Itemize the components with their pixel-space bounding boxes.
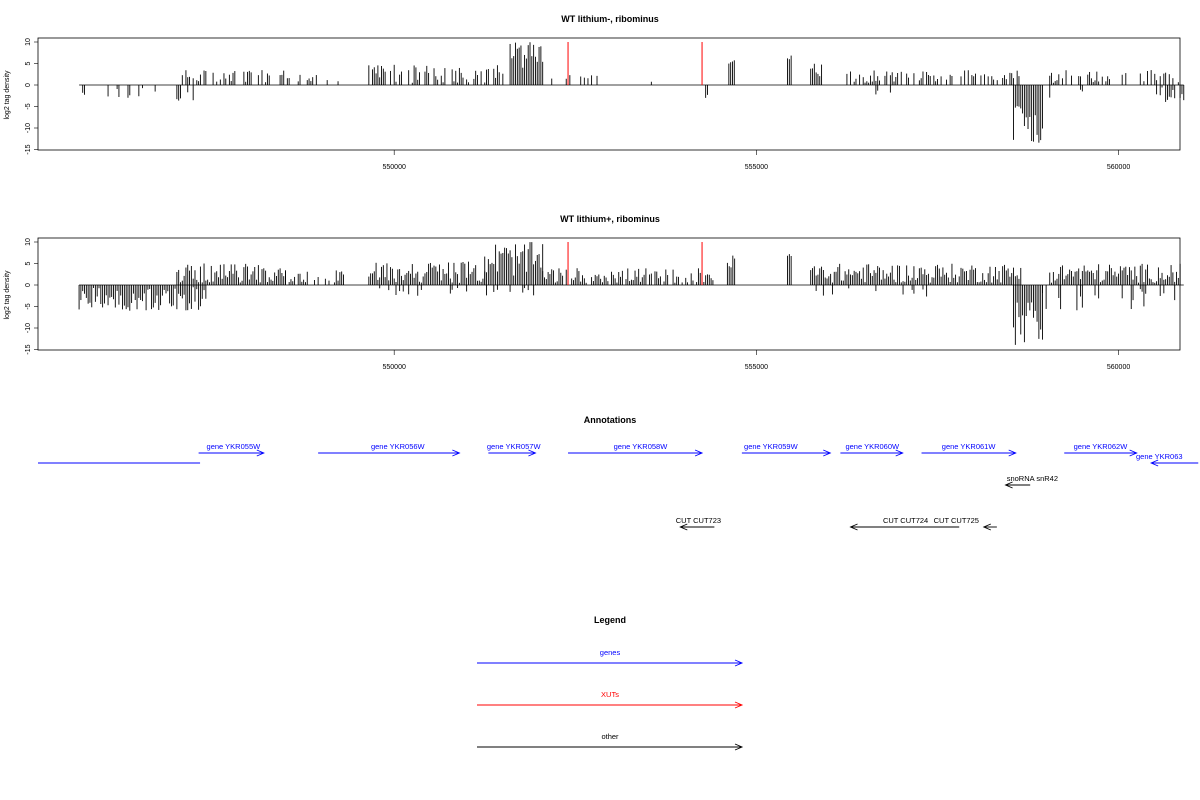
x-tick-label: 555000 — [745, 364, 768, 371]
y-tick-label: 5 — [25, 61, 32, 65]
legend-item: other — [477, 732, 744, 751]
x-tick-label: 550000 — [383, 164, 406, 171]
legend-label: XUTs — [601, 690, 619, 699]
plot-frame — [37, 37, 1181, 151]
y-tick-label: -15 — [25, 144, 32, 154]
annotation-feature: gene YKR056W — [318, 442, 461, 457]
legend-label: other — [601, 732, 619, 741]
arrow-left-icon — [679, 523, 688, 531]
y-tick-label: -15 — [25, 344, 32, 354]
arrow-left-icon — [1150, 459, 1159, 467]
annotation-feature: gene YKR059W — [741, 442, 832, 457]
arrow-right-icon — [694, 449, 704, 457]
y-tick-label: 10 — [25, 38, 32, 46]
y-tick-label: 0 — [25, 283, 32, 287]
legend: Legend genes XUTs other — [477, 615, 744, 751]
arrow-left-icon — [849, 523, 858, 531]
arrow-right-icon — [734, 743, 744, 751]
x-tick-label: 555000 — [745, 164, 768, 171]
feature-label: CUT CUT723 — [676, 516, 721, 525]
feature-label: CUT CUT724 — [883, 516, 928, 525]
annotation-feature: CUT CUT725 — [934, 516, 997, 531]
annotation-feature: CUT CUT723 — [676, 516, 721, 531]
annotation-feature: CUT CUT724 — [849, 516, 960, 531]
track-panel-lithium-plus: WT lithium+, ribominus log2 tag density … — [4, 214, 1184, 371]
feature-label: gene YKR059W — [744, 442, 799, 451]
legend-item: XUTs — [477, 690, 744, 709]
feature-label: gene YKR060W — [845, 442, 900, 451]
y-axis-label: log2 tag density — [4, 70, 11, 120]
plot-area: -15 -10 -5 0 5 10 550000 555000 560000 — [25, 237, 1184, 371]
arrow-right-icon — [734, 701, 744, 709]
annotation-feature: gene YKR058W — [568, 442, 704, 457]
arrow-right-icon — [1129, 449, 1138, 457]
legend-label: genes — [600, 648, 621, 657]
annotation-feature: gene YKR063 — [1136, 452, 1199, 467]
arrow-left-icon — [982, 523, 992, 531]
y-tick-label: -5 — [25, 103, 32, 109]
plot-area: -15 -10 -5 0 5 10 550000 555000 560000 — [25, 37, 1185, 171]
y-tick-label: 5 — [25, 261, 32, 265]
legend-items: genes XUTs other — [477, 648, 744, 751]
panel-title: WT lithium+, ribominus — [560, 214, 660, 224]
y-tick-label: -10 — [25, 323, 32, 333]
arrow-right-icon — [823, 449, 832, 457]
x-tick-label: 560000 — [1107, 164, 1130, 171]
legend-item: genes — [477, 648, 744, 667]
annotations-title: Annotations — [584, 415, 637, 425]
feature-label: snoRNA snR42 — [1007, 474, 1058, 483]
feature-label: gene YKR055W — [207, 442, 262, 451]
annotation-feature: gene YKR062W — [1064, 442, 1138, 457]
feature-label: gene YKR057W — [487, 442, 542, 451]
track-panel-lithium-minus: WT lithium-, ribominus log2 tag density … — [4, 14, 1185, 171]
x-tick-label: 560000 — [1107, 364, 1130, 371]
y-axis-label: log2 tag density — [4, 270, 11, 320]
panel-title: WT lithium-, ribominus — [561, 14, 659, 24]
x-tick-label: 550000 — [383, 364, 406, 371]
arrow-right-icon — [895, 449, 904, 457]
feature-label: gene YKR063 — [1136, 452, 1183, 461]
feature-label: gene YKR062W — [1074, 442, 1129, 451]
plot-frame — [37, 237, 1181, 351]
y-tick-label: 10 — [25, 238, 32, 246]
y-tick-label: -5 — [25, 303, 32, 309]
feature-label: gene YKR061W — [942, 442, 997, 451]
feature-label: gene YKR058W — [614, 442, 669, 451]
annotation-feature: gene YKR055W — [198, 442, 265, 457]
annotation-feature: gene YKR057W — [487, 442, 542, 457]
annotation-features: gene YKR055W gene YKR056W gene YKR057W gene… — [38, 442, 1199, 531]
arrow-right-icon — [256, 449, 265, 457]
annotations-track: Annotations gene YKR055W gene YKR056W gene… — [38, 415, 1199, 531]
annotation-feature: gene YKR060W — [840, 442, 904, 457]
arrow-right-icon — [452, 449, 461, 457]
annotation-feature: snoRNA snR42 — [1004, 474, 1058, 489]
legend-title: Legend — [594, 615, 626, 625]
arrow-right-icon — [1008, 449, 1017, 457]
arrow-left-icon — [1004, 481, 1013, 489]
feature-label: gene YKR056W — [371, 442, 426, 451]
arrow-right-icon — [734, 659, 744, 667]
y-tick-label: 0 — [25, 83, 32, 87]
feature-label: CUT CUT725 — [934, 516, 979, 525]
y-tick-label: -10 — [25, 123, 32, 133]
arrow-right-icon — [528, 449, 537, 457]
annotation-feature: gene YKR061W — [921, 442, 1017, 457]
